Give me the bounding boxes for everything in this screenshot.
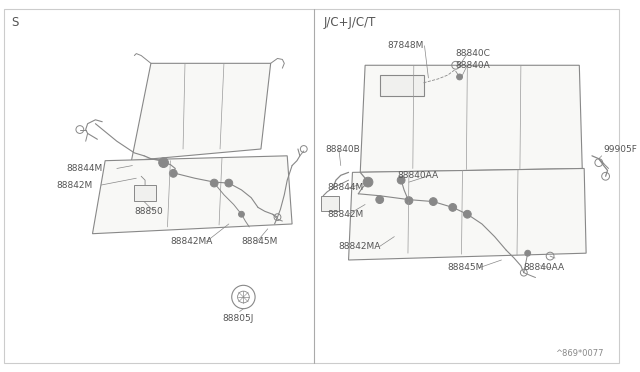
Text: 88840B: 88840B xyxy=(325,144,360,154)
Text: 88842MA: 88842MA xyxy=(339,242,381,251)
Text: 88842MA: 88842MA xyxy=(170,237,212,246)
Circle shape xyxy=(456,74,463,80)
Text: ^869*0077: ^869*0077 xyxy=(555,349,604,358)
Text: 88850: 88850 xyxy=(134,207,163,216)
Text: J/C+J/C/T: J/C+J/C/T xyxy=(323,16,376,29)
Circle shape xyxy=(170,170,177,177)
Circle shape xyxy=(376,196,383,203)
Circle shape xyxy=(525,250,531,256)
Text: 88840C: 88840C xyxy=(456,49,490,58)
Text: 88844M: 88844M xyxy=(66,164,102,173)
Circle shape xyxy=(211,179,218,187)
Text: 88845M: 88845M xyxy=(448,263,484,272)
Text: 88840AA: 88840AA xyxy=(397,171,438,180)
Polygon shape xyxy=(360,65,582,172)
Circle shape xyxy=(397,176,405,184)
Circle shape xyxy=(463,210,471,218)
Text: 88845M: 88845M xyxy=(241,237,278,246)
Text: 88840A: 88840A xyxy=(456,61,490,70)
Polygon shape xyxy=(349,169,586,260)
Text: 88844M: 88844M xyxy=(327,183,364,192)
Circle shape xyxy=(429,198,437,205)
Text: 88842M: 88842M xyxy=(327,210,364,219)
Text: 87848M: 87848M xyxy=(387,41,424,50)
Text: 88840AA: 88840AA xyxy=(524,263,565,272)
Bar xyxy=(321,196,339,211)
Text: 88805J: 88805J xyxy=(222,314,253,323)
Bar xyxy=(380,75,424,96)
Bar xyxy=(134,185,156,201)
Circle shape xyxy=(449,203,456,211)
Text: 99905F: 99905F xyxy=(604,144,637,154)
Text: 88842M: 88842M xyxy=(56,180,93,189)
Circle shape xyxy=(225,179,233,187)
Circle shape xyxy=(363,177,373,187)
Polygon shape xyxy=(131,63,271,161)
Circle shape xyxy=(405,197,413,205)
Circle shape xyxy=(159,158,168,167)
Polygon shape xyxy=(93,156,292,234)
Circle shape xyxy=(239,211,244,217)
Text: S: S xyxy=(12,16,19,29)
